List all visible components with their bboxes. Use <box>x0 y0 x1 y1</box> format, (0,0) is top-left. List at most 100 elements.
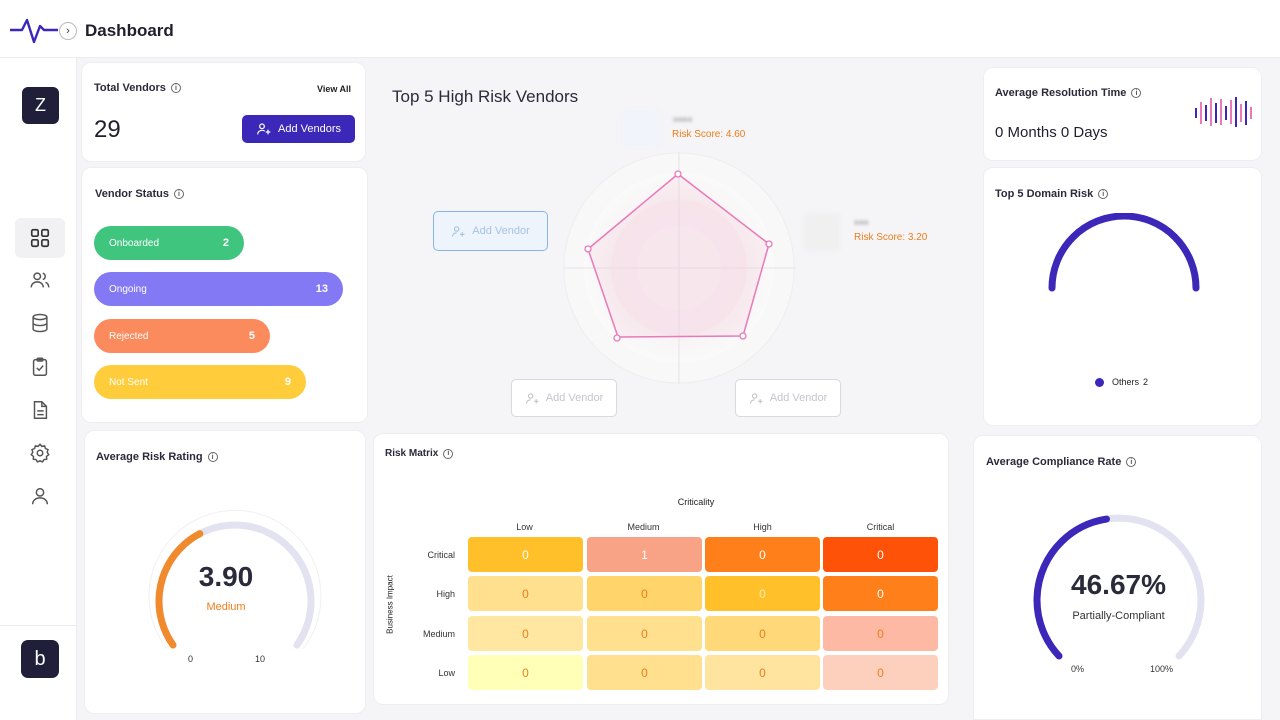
status-label: Not Sent <box>109 376 148 388</box>
status-value: 9 <box>284 376 291 388</box>
compliance-card: Average Compliance Rate i 46.67% Partiall… <box>973 435 1262 720</box>
gauge-outer-line <box>148 509 322 650</box>
sidebar-item-vendors[interactable] <box>15 260 65 300</box>
add-vendor-label: Add Vendor <box>769 392 828 404</box>
matrix-cell[interactable]: 0 <box>587 655 702 690</box>
add-vendor-button[interactable]: Add Vendor <box>433 211 548 251</box>
matrix-cell[interactable]: 0 <box>823 576 938 611</box>
legend-label: Others <box>1112 377 1140 387</box>
status-value: 5 <box>248 330 255 342</box>
legend-value: 2 <box>1143 377 1149 387</box>
radar-point[interactable] <box>613 334 621 342</box>
chevron-right-icon: › <box>66 25 70 37</box>
matrix-cell[interactable]: 1 <box>587 537 702 572</box>
view-all-link[interactable]: View All <box>316 84 351 94</box>
info-icon[interactable]: i <box>443 448 454 459</box>
compliance-gauge <box>1033 514 1205 660</box>
status-value: 13 <box>315 283 328 295</box>
risk-polygon <box>587 173 770 338</box>
avg-risk-rating-card: Average Risk Rating i 3.90 Medium 0 10 <box>84 430 366 714</box>
domain-risk-arc[interactable] <box>1044 213 1204 295</box>
matrix-row-label: Medium <box>422 629 455 639</box>
legend-dot <box>1095 377 1104 387</box>
sidebar-item-documents[interactable] <box>15 390 65 430</box>
matrix-column-label: High <box>753 522 772 532</box>
matrix-cell[interactable]: 0 <box>705 655 820 690</box>
matrix-column-label: Low <box>516 522 533 532</box>
brand-logo[interactable]: b <box>21 640 59 678</box>
add-vendors-button[interactable]: Add Vendors <box>242 115 355 143</box>
vendor-risk-score: Risk Score: 3.20 <box>854 232 928 243</box>
vendor-name-blurred: ■■■ <box>854 218 869 227</box>
matrix-row-label: High <box>436 589 455 599</box>
info-icon[interactable]: i <box>170 83 181 93</box>
info-icon[interactable]: i <box>1098 189 1109 199</box>
matrix-row-label: Critical <box>427 550 455 560</box>
status-bar-ongoing[interactable]: Ongoing 13 <box>94 272 343 306</box>
compliance-status: Partially-Compliant <box>1072 610 1165 622</box>
sidebar-item-profile[interactable] <box>15 476 65 516</box>
risk-rating-level: Medium <box>206 601 246 613</box>
total-vendors-count: 29 <box>94 116 121 143</box>
gauge-fill <box>1033 514 1205 660</box>
status-bar-onboarded[interactable]: Onboarded 2 <box>94 226 244 260</box>
matrix-cell[interactable]: 0 <box>468 537 583 572</box>
status-bar-not-sent[interactable]: Not Sent 9 <box>94 365 306 399</box>
vendor-status-title: Vendor Status i <box>95 188 184 200</box>
add-vendor-label: Add Vendor <box>545 392 604 404</box>
sidebar-item-dashboard[interactable] <box>15 218 65 258</box>
org-avatar[interactable]: Z <box>22 87 59 124</box>
clipboard-check-icon <box>32 357 48 376</box>
risk-radar-chart <box>563 152 796 384</box>
compliance-title: Average Compliance Rate i <box>986 456 1137 468</box>
sidebar-item-data[interactable] <box>15 303 65 343</box>
risk-rating-gauge <box>148 509 322 650</box>
matrix-cell[interactable]: 0 <box>468 655 583 690</box>
radar-point[interactable] <box>674 170 682 178</box>
matrix-cell[interactable]: 0 <box>468 576 583 611</box>
vendor-risk-score: Risk Score: 4.60 <box>672 129 746 140</box>
avg-risk-rating-title: Average Risk Rating i <box>96 451 218 463</box>
vendor-status-card: Vendor Status i Onboarded 2 Ongoing 13 Reje… <box>81 167 368 423</box>
info-icon[interactable]: i <box>207 452 218 462</box>
sidebar-divider <box>0 625 77 626</box>
gear-icon <box>30 443 50 463</box>
add-vendors-label: Add Vendors <box>278 123 341 135</box>
domain-risk-legend: Others 2 <box>1095 377 1148 387</box>
domain-risk-card: Top 5 Domain Risk i Others 2 <box>983 167 1262 426</box>
matrix-cell[interactable]: 0 <box>823 655 938 690</box>
add-user-icon <box>525 392 539 404</box>
status-label: Rejected <box>109 330 149 342</box>
status-bar-rejected[interactable]: Rejected 5 <box>94 319 270 353</box>
add-vendor-button[interactable]: Add Vendor <box>511 379 617 417</box>
matrix-cell[interactable]: 0 <box>468 616 583 651</box>
matrix-x-title: Criticality <box>677 497 715 507</box>
users-icon <box>30 272 50 288</box>
matrix-cell[interactable]: 0 <box>823 616 938 651</box>
status-label: Ongoing <box>109 283 147 295</box>
sidebar-item-assessments[interactable] <box>15 347 65 387</box>
matrix-column-label: Critical <box>866 522 895 532</box>
add-vendor-button[interactable]: Add Vendor <box>735 379 841 417</box>
matrix-cell[interactable]: 0 <box>705 576 820 611</box>
vendor-logo-blurred <box>803 213 841 251</box>
matrix-cell[interactable]: 0 <box>587 616 702 651</box>
radar-point[interactable] <box>584 245 592 253</box>
expand-sidebar-button[interactable]: › <box>59 22 77 40</box>
gauge-min-label: 0 <box>188 654 194 664</box>
matrix-cell[interactable]: 0 <box>823 537 938 572</box>
status-label: Onboarded <box>109 237 160 249</box>
info-icon[interactable]: i <box>1126 457 1137 467</box>
info-icon[interactable]: i <box>173 189 184 199</box>
info-icon[interactable]: i <box>1131 88 1142 98</box>
total-vendors-card: Total Vendors i View All 29 Add Vendors <box>81 62 366 162</box>
compliance-value: 46.67% <box>1071 569 1166 600</box>
radar-point[interactable] <box>765 240 773 248</box>
radar-point[interactable] <box>739 332 747 340</box>
matrix-cell[interactable]: 0 <box>705 616 820 651</box>
pulse-logo-icon[interactable] <box>10 14 58 46</box>
document-icon <box>33 401 48 419</box>
matrix-cell[interactable]: 0 <box>587 576 702 611</box>
matrix-cell[interactable]: 0 <box>705 537 820 572</box>
sidebar-item-settings[interactable] <box>15 433 65 473</box>
